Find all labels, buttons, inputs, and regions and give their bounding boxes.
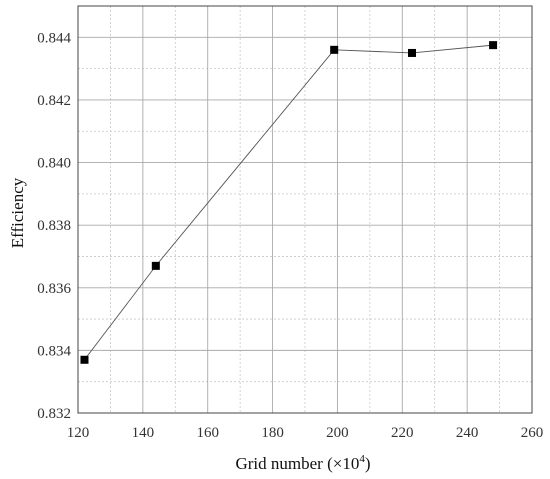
x-tick-label: 260	[521, 425, 544, 441]
data-point-marker	[408, 48, 417, 57]
data-point-marker	[330, 45, 339, 54]
data-point-marker	[151, 261, 160, 270]
y-tick-label: 0.844	[37, 30, 71, 46]
y-tick-label: 0.842	[37, 93, 71, 109]
y-axis-title: Efficiency	[8, 177, 27, 248]
major-gridlines	[77, 6, 533, 414]
y-tick-label: 0.832	[37, 406, 71, 422]
data-point-marker	[489, 41, 498, 50]
x-axis-title-close: )	[365, 454, 371, 473]
x-tick-label: 240	[456, 425, 479, 441]
minor-gridlines	[78, 6, 532, 413]
series-line	[84, 44, 494, 361]
data-markers	[80, 41, 498, 364]
x-axis-title: Grid number (×104)	[235, 453, 370, 473]
x-tick-labels: 120 140 160 180 200 220 240 260	[67, 425, 544, 441]
x-tick-label: 160	[196, 425, 219, 441]
y-tick-labels: 0.832 0.834 0.836 0.838 0.840 0.842 0.844	[37, 30, 71, 422]
y-tick-label: 0.836	[37, 281, 71, 297]
x-tick-label: 140	[132, 425, 155, 441]
x-axis-title-main: Grid number (×10	[235, 454, 359, 473]
x-tick-label: 120	[67, 425, 90, 441]
y-tick-label: 0.834	[37, 343, 71, 359]
x-tick-label: 200	[326, 425, 349, 441]
data-point-marker	[80, 355, 89, 364]
y-tick-label: 0.838	[37, 218, 71, 234]
x-tick-label: 180	[261, 425, 284, 441]
plot-frame	[77, 5, 533, 414]
x-axis-title-exponent: 4	[359, 453, 365, 465]
x-tick-label: 220	[391, 425, 414, 441]
y-tick-label: 0.840	[37, 156, 71, 172]
